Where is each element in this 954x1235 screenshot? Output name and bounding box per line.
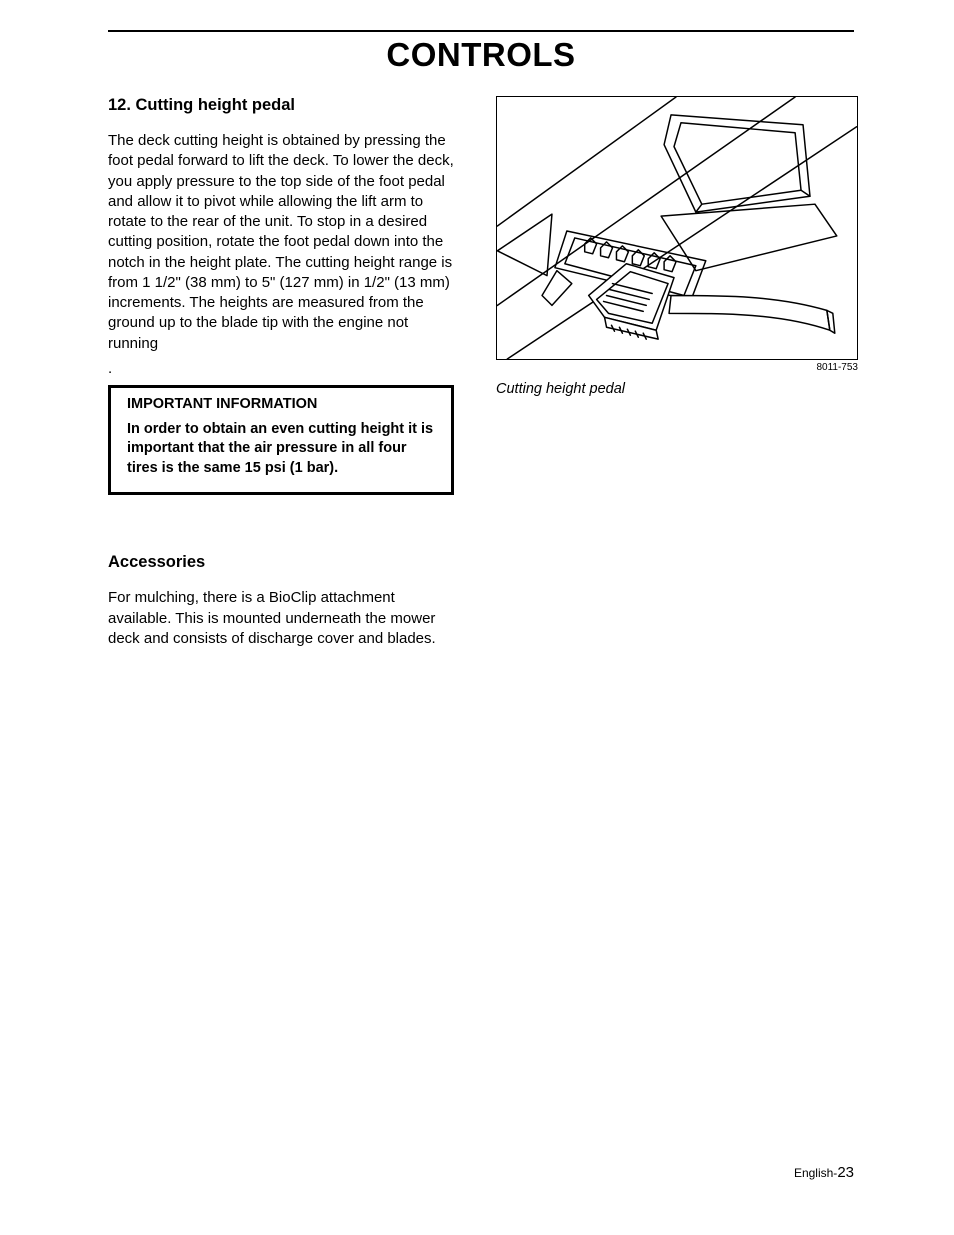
info-box-text: In order to obtain an even cutting heigh… xyxy=(127,420,435,479)
accessories-heading: Accessories xyxy=(108,553,454,572)
page-title: CONTROLS xyxy=(108,36,854,74)
top-rule xyxy=(108,30,854,32)
section-12-heading: 12. Cutting height pedal xyxy=(108,96,454,115)
right-column: 8011-753 Cutting height pedal xyxy=(496,96,858,655)
pedal-illustration xyxy=(497,97,857,359)
figure-caption: Cutting height pedal xyxy=(496,381,858,397)
left-column: 12. Cutting height pedal The deck cuttin… xyxy=(108,96,454,655)
content-columns: 12. Cutting height pedal The deck cuttin… xyxy=(108,96,854,655)
info-box-title: IMPORTANT INFORMATION xyxy=(127,396,435,412)
figure-code: 8011-753 xyxy=(496,362,858,373)
footer-language: English- xyxy=(794,1166,837,1180)
page-number: English-23 xyxy=(794,1164,854,1181)
important-info-box: IMPORTANT INFORMATION In order to obtain… xyxy=(108,385,454,496)
section-12-dot: . xyxy=(108,360,454,377)
footer-page-num: 23 xyxy=(837,1164,854,1181)
accessories-body: For mulching, there is a BioClip attachm… xyxy=(108,588,454,649)
cutting-height-pedal-figure xyxy=(496,96,858,360)
section-12-body: The deck cutting height is obtained by p… xyxy=(108,131,454,354)
